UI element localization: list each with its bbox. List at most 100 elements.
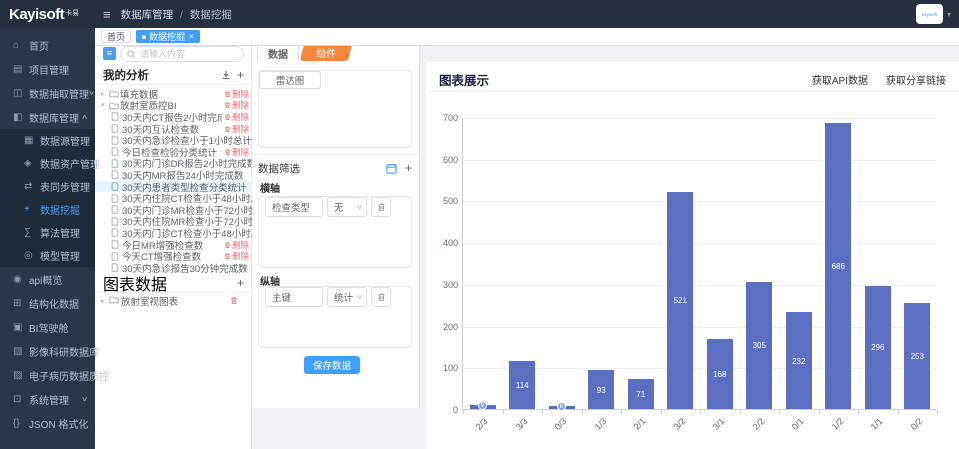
document-icon — [111, 228, 122, 238]
tree-item[interactable]: 30天内门诊DR报告2小时完成数 — [95, 158, 252, 170]
tree-item[interactable]: ▸ 填充数据 删除 — [95, 87, 252, 101]
brand-logo[interactable]: Kayisoft 卡易 — [0, 6, 95, 23]
gridline — [463, 243, 937, 245]
list-icon[interactable]: ≡ — [103, 47, 116, 60]
sidebar-item-label: 影像科研数据库 — [29, 347, 99, 359]
gridline — [463, 368, 937, 370]
sidebar-item[interactable]: {} JSON 格式化 — [0, 411, 95, 435]
tree-item[interactable]: 30天内患者类型检查分类统计 — [95, 180, 252, 194]
sidebar-menu: ⌂ 首页 ▤ 项目管理 ◫ 数据抽取管理 ∨ ◧ 数据库管理 ∧ ▦ 数据源管理… — [0, 28, 109, 449]
tree-item[interactable]: 30天内CT报告2小时完成数 删除 — [95, 110, 252, 124]
tree-item[interactable]: 30天内住院MR检查小于72小时总计 — [95, 216, 252, 228]
chart-type-button[interactable]: 雷达图 — [259, 71, 321, 89]
sidebar-item[interactable]: ◎ 模型管理 — [0, 244, 95, 267]
tree-item-label: 放射室质控BI — [120, 101, 177, 113]
chart-data-item[interactable]: ▸ 放射室视图表 — [95, 294, 252, 308]
sidebar-item-label: 首页 — [29, 41, 49, 53]
sidebar-item[interactable]: ▤ 项目管理 — [0, 57, 95, 81]
delete-link[interactable]: 删除 — [221, 122, 249, 135]
save-data-button[interactable]: 保存数据 — [304, 356, 360, 374]
trash-icon — [225, 102, 230, 109]
search-input[interactable] — [140, 49, 237, 59]
close-icon[interactable]: × — [189, 32, 194, 41]
sidebar-item[interactable]: ▣ BI驾驶舱 — [0, 315, 95, 339]
sidebar-item[interactable]: + 数据挖掘 — [0, 198, 95, 221]
document-icon — [111, 194, 122, 203]
expand-arrow-icon[interactable]: ▸ — [101, 90, 105, 98]
tree-item[interactable]: 30天内MR报告24小时完成数 — [95, 169, 252, 182]
config-tab[interactable]: 数据 — [257, 44, 299, 61]
avatar[interactable]: kayisoft — [915, 4, 943, 24]
tree-item[interactable]: 今日检查检验分类统计 删除 — [95, 145, 252, 159]
x-axis-tick — [660, 410, 662, 414]
data-extract-icon: ◫ — [13, 87, 23, 99]
sidebar-item-label: 数据抽取管理 — [29, 89, 89, 101]
data-filter-row: 数据筛选 + — [258, 160, 412, 176]
calendar-icon[interactable] — [386, 163, 397, 174]
document-icon — [111, 205, 122, 214]
search-icon — [127, 49, 136, 58]
sidebar-item[interactable]: ◈ 数据资产管理 — [0, 152, 100, 175]
remove-field-button[interactable] — [371, 287, 391, 307]
chart-action-link[interactable]: 获取分享链接 — [886, 76, 946, 87]
document-icon — [111, 182, 122, 191]
delete-chart-data-icon[interactable] — [230, 296, 238, 305]
breadcrumb-parent[interactable]: 数据库管理 — [120, 8, 174, 21]
page-tab[interactable]: 数据挖掘 × — [136, 30, 200, 43]
delete-link[interactable]: 删除 — [221, 145, 249, 158]
document-icon — [111, 159, 122, 168]
folder-icon — [109, 89, 120, 98]
aggregation-select[interactable]: 无∨ — [327, 197, 367, 217]
structured-data-icon: ⊞ — [13, 297, 22, 309]
sidebar-item[interactable]: ▨ 电子病历数据质控 — [0, 363, 109, 387]
aggregation-select[interactable]: 统计 ∨ — [327, 287, 367, 307]
tree-item[interactable]: 30天内急诊报告30分钟完成数 — [95, 262, 252, 275]
chevron-down-icon[interactable]: ▾ — [946, 9, 951, 19]
tree-item-label: 30天内住院CT检查小于48小时总计 — [122, 194, 252, 206]
page-tab[interactable]: 首页 — [101, 30, 132, 43]
tree-item[interactable]: 30天内门诊MR检查小于72小时总计 — [95, 204, 252, 217]
add-chart-data-icon[interactable]: + — [236, 276, 244, 290]
axis-field-name: 检查类型 — [265, 197, 323, 217]
tree-item[interactable]: 30天内互认检查数 删除 — [95, 122, 252, 136]
tree-item[interactable]: 30天内急诊检查小于1小时总计 — [95, 134, 252, 147]
config-tab[interactable]: 组件 — [299, 44, 353, 61]
remove-field-button[interactable] — [371, 197, 391, 217]
sidebar-item[interactable]: ◉ api概览 — [0, 267, 95, 291]
sidebar-item[interactable]: ⊞ 结构化数据 — [0, 291, 95, 315]
expand-arrow-icon[interactable]: ▾ — [101, 102, 105, 110]
sidebar-item[interactable]: ▧ 影像科研数据库 — [0, 339, 99, 363]
gridline — [463, 284, 937, 286]
analysis-header: 我的分析 + — [95, 66, 252, 85]
tree-item[interactable]: 30天内住院CT检查小于48小时总计 — [95, 192, 252, 206]
document-icon — [111, 252, 122, 261]
sidebar-item-label: 结构化数据 — [29, 299, 79, 311]
page-tab-label: 数据挖掘 — [149, 32, 186, 42]
delete-link[interactable]: 删除 — [221, 87, 249, 100]
sidebar-item[interactable]: ▦ 数据源管理 — [0, 129, 95, 152]
trash-icon — [225, 241, 230, 248]
delete-link[interactable]: 删除 — [221, 238, 249, 251]
tree-item[interactable]: ▾ 放射室质控BI 删除 — [95, 99, 252, 113]
download-icon[interactable] — [221, 70, 231, 80]
add-filter-icon[interactable]: + — [404, 161, 412, 175]
tree-item[interactable]: 今日MR增强检查数 删除 — [95, 238, 252, 252]
hamburger-icon[interactable]: ≡ — [103, 6, 111, 22]
x-axis-tick — [937, 410, 938, 414]
sidebar-item[interactable]: ⌂ 首页 — [0, 33, 95, 57]
delete-link[interactable]: 删除 — [221, 99, 249, 112]
sidebar-item[interactable]: ◧ 数据库管理 ∧ — [0, 105, 95, 129]
add-analysis-icon[interactable]: + — [236, 68, 244, 82]
tree-item[interactable]: 30天内门诊CT检查小于48小时总计 — [95, 227, 252, 240]
delete-link[interactable]: 删除 — [221, 110, 249, 123]
x-axis-tick — [700, 410, 701, 414]
sidebar-item[interactable]: ∑ 算法管理 — [0, 221, 95, 244]
sidebar-item[interactable]: ⊡ 系统管理 ∨ — [0, 387, 95, 411]
sidebar-item-label: 数据库管理 — [29, 113, 79, 125]
sidebar-item[interactable]: ◫ 数据抽取管理 ∨ — [0, 81, 95, 105]
tree-item[interactable]: 今天CT增强检查数 删除 — [95, 250, 252, 263]
chart-action-link[interactable]: 获取API数据 — [811, 76, 868, 87]
delete-link[interactable]: 删除 — [221, 250, 249, 263]
sidebar-item[interactable]: ⇄ 表同步管理 — [0, 175, 95, 198]
expand-arrow-icon[interactable]: ▸ — [101, 297, 105, 305]
